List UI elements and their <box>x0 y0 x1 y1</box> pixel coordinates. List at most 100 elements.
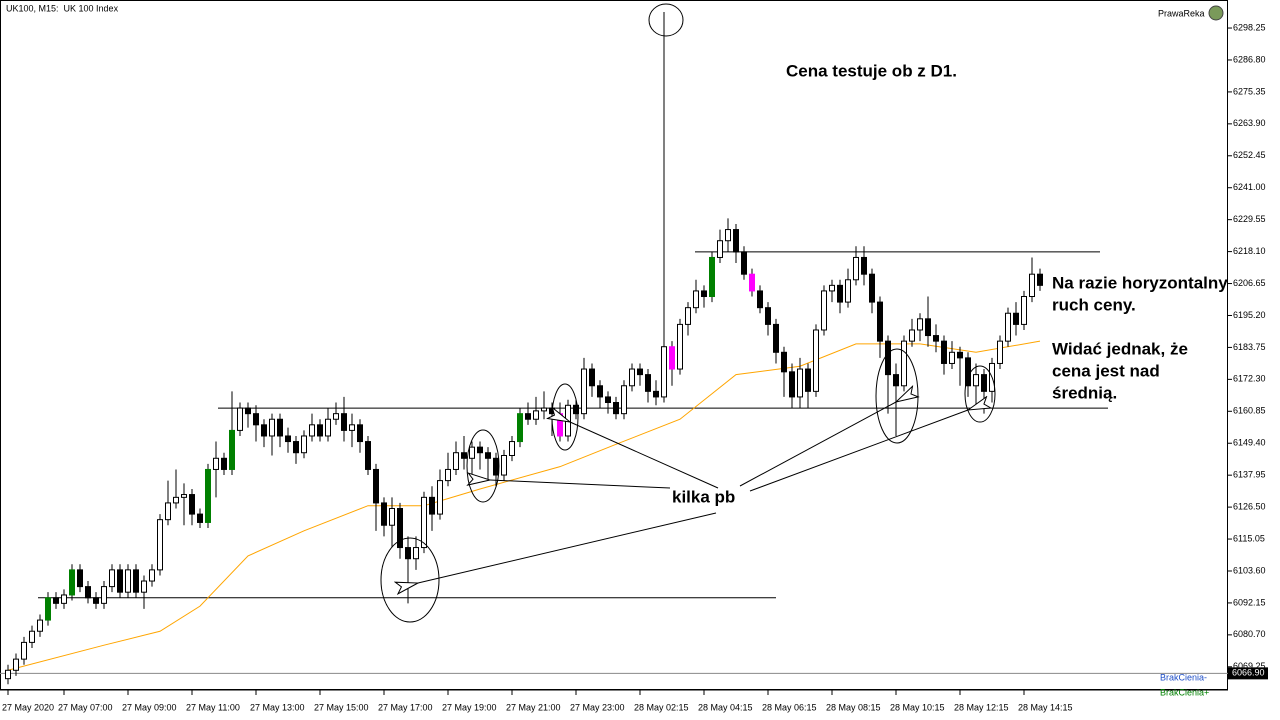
x-tick-label: 27 May 15:00 <box>314 702 369 712</box>
candle-body <box>973 374 979 387</box>
candle-body <box>109 569 115 588</box>
candle-body <box>389 508 395 526</box>
x-tick-label: 28 May 06:15 <box>762 702 817 712</box>
candle-body <box>69 569 75 596</box>
candle-body <box>117 569 123 593</box>
candle-body <box>413 547 419 560</box>
candle-body <box>301 435 307 454</box>
ellipse <box>648 3 684 37</box>
y-tick-label: 6218.10 <box>1233 246 1266 256</box>
moving-average <box>7 340 1041 671</box>
candle-body <box>253 413 259 426</box>
arrow <box>749 410 968 492</box>
candle-body <box>93 597 99 604</box>
candle-body <box>125 569 131 593</box>
annotation-shapes <box>380 3 996 623</box>
x-tick-label: 27 May 13:00 <box>250 702 305 712</box>
candle-body <box>469 446 475 459</box>
candle-body <box>621 385 627 415</box>
candle-body <box>941 340 947 364</box>
candle-body <box>77 569 83 588</box>
candle-body <box>589 368 595 387</box>
candle-body <box>285 435 291 443</box>
arrow <box>490 480 671 489</box>
candle-body <box>533 410 539 420</box>
y-tick-label: 6195.20 <box>1233 310 1266 320</box>
candle-body <box>357 424 363 443</box>
y-tick-label: 6137.95 <box>1233 470 1266 480</box>
y-tick-label: 6160.85 <box>1233 406 1266 416</box>
x-tick-label: 28 May 08:15 <box>826 702 881 712</box>
candle-body <box>157 519 163 571</box>
candle-body <box>373 468 379 504</box>
annotation: Na razie horyzontalny <box>1052 273 1228 292</box>
candle-body <box>637 368 643 376</box>
candle-body <box>797 368 803 398</box>
candle-body <box>693 290 699 309</box>
candle-body <box>717 240 723 258</box>
candle-body <box>437 480 443 515</box>
candle-body <box>597 385 603 398</box>
candle-body <box>837 284 843 303</box>
candle-body <box>173 496 179 504</box>
candle-body <box>477 446 483 454</box>
annotation: kilka pb <box>672 487 735 506</box>
x-tick-label: 27 May 2020 <box>2 702 54 712</box>
candle-body <box>133 569 139 593</box>
candle-body <box>901 340 907 387</box>
candle-body <box>685 307 691 325</box>
candle-body <box>405 547 411 560</box>
candle-body <box>317 424 323 437</box>
candle-body <box>381 502 387 526</box>
x-tick-label: 27 May 23:00 <box>570 702 625 712</box>
candle-body <box>501 455 507 476</box>
candle-body <box>645 374 651 392</box>
candle-body <box>565 404 571 437</box>
y-tick-label: 6252.45 <box>1233 150 1266 160</box>
candle-body <box>909 329 915 342</box>
legend-label: BrakCienia- <box>1160 672 1207 682</box>
x-tick-label: 27 May 11:00 <box>186 702 240 712</box>
candle-body <box>141 580 147 593</box>
candle-body <box>13 658 19 671</box>
candle-body <box>573 404 579 415</box>
y-tick-label: 6092.15 <box>1233 597 1266 607</box>
x-tick-label: 28 May 10:15 <box>890 702 945 712</box>
x-tick-label: 27 May 17:00 <box>378 702 433 712</box>
y-tick-label: 6172.30 <box>1233 374 1266 384</box>
y-tick-label: 6286.80 <box>1233 54 1266 64</box>
candle-body <box>957 351 963 359</box>
candle-body <box>341 413 347 431</box>
candle-body <box>805 368 811 392</box>
candle-body <box>749 273 755 292</box>
candle-body <box>517 413 523 443</box>
candle-body <box>509 441 515 457</box>
candle-body <box>557 413 563 437</box>
y-tick-label: 6149.40 <box>1233 438 1266 448</box>
candle-body <box>205 468 211 523</box>
candle-body <box>845 279 851 303</box>
candle-body <box>1029 273 1035 298</box>
x-tick-label: 27 May 09:00 <box>122 702 177 712</box>
candle-body <box>997 340 1003 364</box>
marks <box>0 11 1228 685</box>
candle-body <box>29 630 35 643</box>
annotation: ruch ceny. <box>1052 295 1136 314</box>
candle-body <box>261 424 267 437</box>
arrow <box>418 512 717 583</box>
x-tick-label: 28 May 04:15 <box>698 702 753 712</box>
legend-label: BrakCienia+ <box>1160 687 1209 697</box>
x-tick-label: 28 May 12:15 <box>954 702 1009 712</box>
candle-body <box>197 513 203 523</box>
candle-body <box>101 586 107 604</box>
candle-body <box>917 318 923 331</box>
candle-body <box>397 508 403 549</box>
candle-body <box>925 318 931 337</box>
candle-body <box>773 323 779 353</box>
candle-body <box>221 457 227 470</box>
candle-body <box>677 323 683 370</box>
candle-body <box>269 418 275 437</box>
annotation: Cena testuje ob z D1. <box>786 61 957 80</box>
candle-body <box>613 402 619 415</box>
candle-body <box>981 374 987 392</box>
